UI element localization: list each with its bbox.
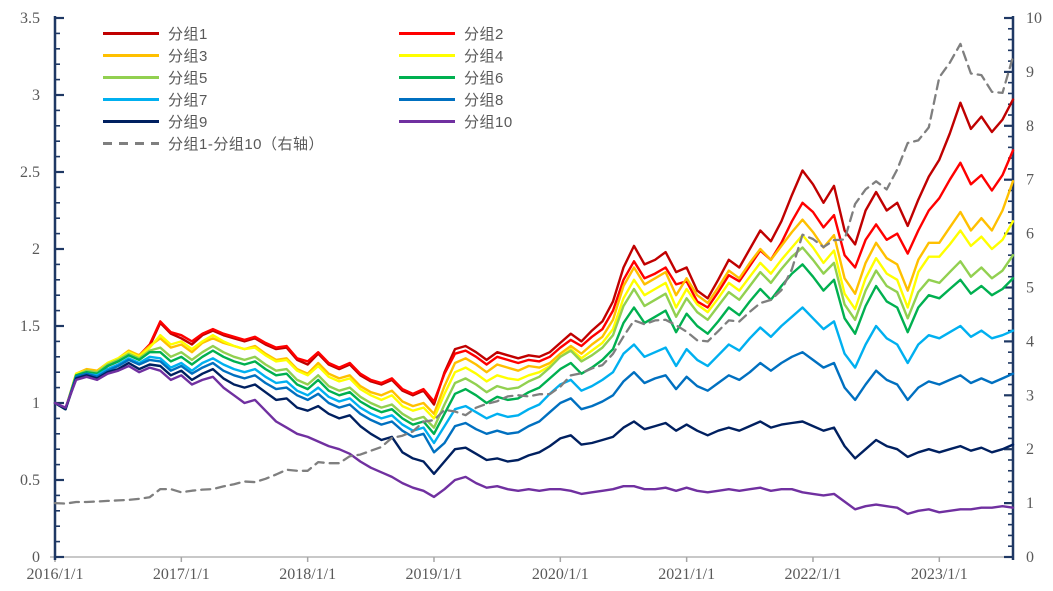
legend-item-8: 分组8 [399, 89, 695, 110]
x-tick-label: 2016/1/1 [27, 566, 84, 583]
legend-line-swatch [399, 97, 455, 101]
x-tick-label: 2017/1/1 [153, 566, 210, 583]
legend-label: 分组7 [168, 91, 208, 109]
series-line-3 [53, 179, 1015, 415]
legend-label: 分组10 [464, 113, 513, 131]
legend-label: 分组9 [168, 113, 208, 131]
series-line-9 [53, 361, 1015, 475]
legend-label: 分组4 [464, 47, 504, 65]
left-axis-label: 0 [32, 549, 40, 566]
series-line-8 [53, 351, 1015, 454]
legend-label: 分组1-分组10（右轴） [168, 135, 325, 153]
right-axis-label: 4 [1026, 333, 1034, 350]
legend-item-2: 分组2 [399, 23, 695, 44]
right-axis-label: 9 [1026, 64, 1034, 81]
chart-legend: 分组1 分组2 分组3 分组4 分组5 分组6 分组7 分组8 分组9 分组10 分组1-分组10（… [103, 22, 695, 154]
left-axis-label: 2 [32, 241, 40, 258]
x-axis: 2016/1/1 2017/1/1 2018/1/1 2019/1/1 2020/1/1… [27, 556, 1013, 583]
legend-line-swatch [399, 75, 455, 79]
legend-line-swatch [399, 119, 455, 123]
x-tick-label: 2021/1/1 [658, 566, 715, 583]
left-axis-label: 3.5 [20, 10, 40, 27]
series-line-2 [53, 149, 1015, 411]
series-line-5 [53, 246, 1015, 429]
legend-label: 分组5 [168, 69, 208, 87]
legend-line-swatch [103, 31, 159, 35]
series-line-6 [53, 263, 1015, 435]
legend-label: 分组2 [464, 25, 504, 43]
legend-line-swatch [103, 53, 159, 57]
legend-item-10: 分组10 [399, 111, 695, 132]
left-axis-label: 1 [32, 395, 40, 412]
right-axis-label: 2 [1026, 441, 1034, 458]
series-line-4 [53, 220, 1015, 420]
right-axis-label: 0 [1026, 549, 1034, 566]
right-axis-label: 6 [1026, 226, 1034, 243]
series-line-7 [53, 306, 1015, 445]
legend-dashed-line-swatch [103, 141, 159, 145]
legend-label: 分组1 [168, 25, 208, 43]
left-axis-label: 3 [32, 87, 40, 104]
right-axis-label: 5 [1026, 280, 1034, 297]
legend-item-4: 分组4 [399, 45, 695, 66]
right-axis-label: 8 [1026, 118, 1034, 135]
series-line-1 [53, 98, 1015, 411]
series-line-11 [53, 42, 1015, 505]
legend-label: 分组6 [464, 69, 504, 87]
right-axis: 0 1 2 3 4 5 6 7 8 9 10 [1004, 10, 1042, 566]
x-tick-label: 2019/1/1 [406, 566, 463, 583]
legend-line-swatch [399, 53, 455, 57]
legend-item-6: 分组6 [399, 67, 695, 88]
legend-item-7: 分组7 [103, 89, 399, 110]
legend-item-3: 分组3 [103, 45, 399, 66]
x-tick-label: 2022/1/1 [785, 566, 842, 583]
legend-line-swatch [399, 31, 455, 35]
legend-line-swatch [103, 97, 159, 101]
right-axis-label: 7 [1026, 172, 1034, 189]
left-axis: 0 0.5 1 1.5 2 2.5 3 3.5 [20, 10, 64, 566]
legend-line-swatch [103, 75, 159, 79]
legend-line-swatch [103, 119, 159, 123]
right-axis-label: 3 [1026, 387, 1034, 404]
legend-label: 分组3 [168, 47, 208, 65]
left-axis-label: 1.5 [20, 318, 40, 335]
legend-item-5: 分组5 [103, 67, 399, 88]
x-tick-label: 2020/1/1 [532, 566, 589, 583]
legend-item-1: 分组1 [103, 23, 399, 44]
series-line-10 [53, 364, 1015, 516]
x-tick-label: 2018/1/1 [279, 566, 336, 583]
left-axis-label: 2.5 [20, 164, 40, 181]
legend-item-11: 分组1-分组10（右轴） [103, 133, 695, 154]
right-axis-label: 10 [1026, 10, 1042, 27]
x-tick-label: 2023/1/1 [911, 566, 968, 583]
legend-label: 分组8 [464, 91, 504, 109]
left-axis-label: 0.5 [20, 472, 40, 489]
legend-item-9: 分组9 [103, 111, 399, 132]
right-axis-label: 1 [1026, 495, 1034, 512]
